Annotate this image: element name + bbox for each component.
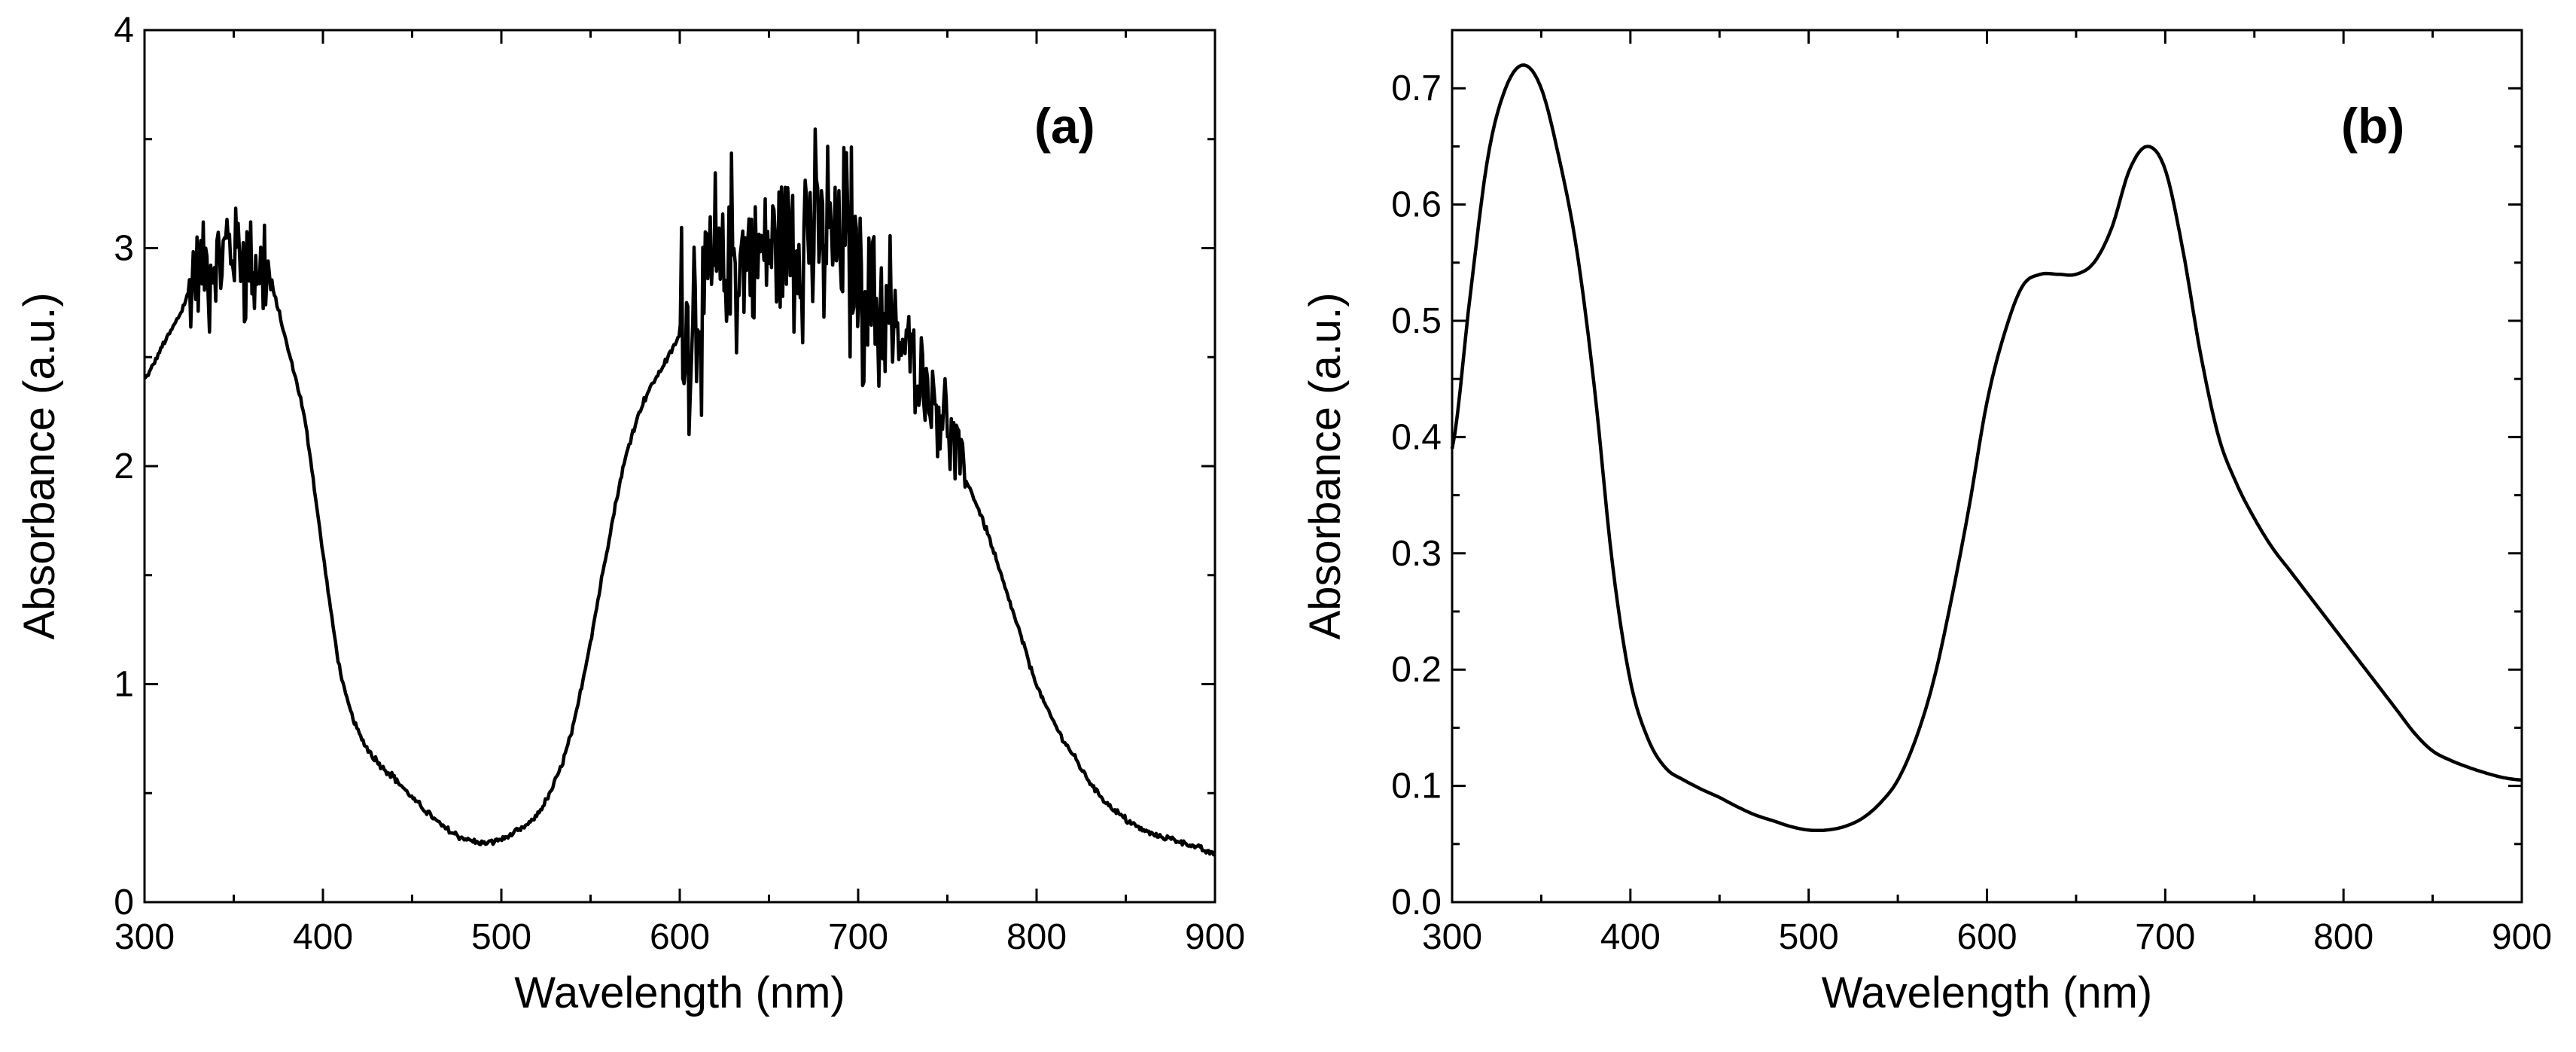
series-line-spectrum-b <box>1450 63 2523 833</box>
x-tick-label: 500 <box>471 917 531 957</box>
y-tick-label: 0.4 <box>1391 417 1442 457</box>
y-tick-label: 0.7 <box>1391 69 1442 108</box>
y-tick-label: 0.0 <box>1391 883 1442 922</box>
plot-frame <box>1451 29 2523 904</box>
x-tick-label: 400 <box>293 917 353 957</box>
x-tick-label: 600 <box>1956 917 2017 957</box>
x-axis-title: Wavelength (nm) <box>1822 968 2152 1017</box>
x-tick-label: 400 <box>1600 917 1661 957</box>
x-tick-label: 600 <box>650 917 710 957</box>
y-tick-label: 1 <box>114 665 134 705</box>
y-tick-label: 0.3 <box>1391 534 1442 574</box>
y-tick-label: 0.2 <box>1391 650 1442 690</box>
y-tick-label: 0.6 <box>1391 185 1442 225</box>
x-tick-label: 900 <box>2492 917 2552 957</box>
series-line-spectrum-a <box>143 127 1216 857</box>
x-tick-label: 300 <box>1422 917 1482 957</box>
y-tick-label: 0.1 <box>1391 767 1442 807</box>
x-tick-label: 700 <box>2135 917 2195 957</box>
panel-b: 300 400 500 600 700 800 900 0.0 0.1 0.2 0.3 0.4 0.5 0… <box>1301 29 2552 1017</box>
x-tick-label: 800 <box>1006 917 1067 957</box>
panel-label: (b) <box>2341 98 2404 154</box>
y-tick-label: 0.5 <box>1391 301 1442 341</box>
y-tick-label: 2 <box>114 447 134 486</box>
plot-frame <box>143 29 1216 904</box>
y-tick-label: 3 <box>114 229 134 269</box>
y-axis-title: Absorbance (a.u.) <box>15 292 64 639</box>
y-tick-label: 0 <box>114 883 134 922</box>
y-tick-label: 4 <box>114 11 134 50</box>
x-tick-label: 900 <box>1185 917 1245 957</box>
panel-label: (a) <box>1034 98 1095 154</box>
x-tick-label: 800 <box>2313 917 2374 957</box>
x-tick-label: 700 <box>828 917 888 957</box>
x-tick-label: 500 <box>1779 917 1839 957</box>
x-axis-title: Wavelength (nm) <box>514 968 845 1017</box>
x-tick-label: 300 <box>114 917 175 957</box>
y-axis-title: Absorbance (a.u.) <box>1301 292 1350 639</box>
panel-a: 300 400 500 600 700 800 900 0 1 2 3 4 Wavelength (nm… <box>15 11 1245 1017</box>
